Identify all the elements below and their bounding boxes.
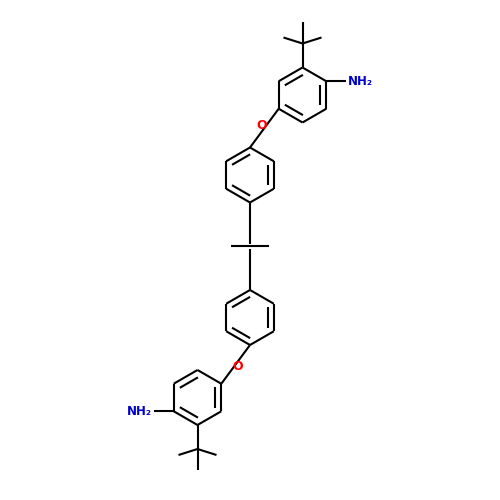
Text: O: O	[233, 360, 243, 374]
Text: O: O	[256, 119, 267, 132]
Text: NH₂: NH₂	[126, 405, 152, 418]
Text: NH₂: NH₂	[348, 74, 374, 88]
